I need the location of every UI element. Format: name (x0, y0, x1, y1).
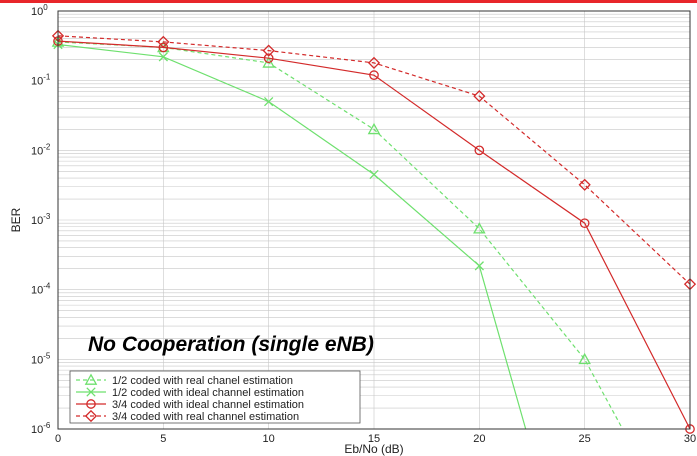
marker-x (86, 387, 96, 397)
marker-circle (158, 42, 169, 53)
legend: 1/2 coded with real chanel estimation1/2… (69, 370, 361, 424)
series-line (57, 43, 527, 430)
y-tick-label: 10-2 (31, 142, 51, 157)
y-tick-label: 10-1 (31, 73, 51, 88)
x-axis-label: Eb/No (dB) (344, 442, 403, 456)
marker-x (369, 169, 379, 180)
x-tick-label: 20 (473, 433, 485, 445)
x-tick-label: 5 (160, 433, 166, 445)
y-tick-label: 10-3 (31, 212, 51, 227)
y-tick-exponent: -2 (43, 142, 51, 151)
x-tick-label: 25 (579, 433, 591, 445)
marker-triangle (367, 122, 381, 135)
marker-triangle (578, 352, 591, 365)
marker-triangle (84, 373, 98, 385)
chart-annotation: No Cooperation (single eNB) (88, 333, 374, 356)
marker-circle (474, 145, 485, 156)
x-tick-label: 30 (684, 433, 696, 445)
legend-box (69, 370, 361, 424)
marker-triangle (473, 222, 486, 234)
plot-frame (57, 10, 691, 430)
x-tick-label: 0 (55, 433, 61, 445)
y-tick-base: 10 (31, 145, 43, 157)
y-tick-base: 10 (31, 285, 43, 297)
marker-diamond (473, 90, 486, 103)
marker-circle (579, 218, 590, 229)
y-tick-label: 100 (31, 3, 48, 18)
y-tick-base: 10 (31, 76, 43, 88)
marker-diamond (578, 178, 591, 191)
marker-circle (263, 53, 274, 64)
legend-item: 1/2 coded with real chanel estimation (76, 373, 293, 387)
top-accent-bar (0, 0, 697, 3)
legend-label: 3/4 coded with ideal channel estimation (112, 399, 304, 411)
y-tick-exponent: -5 (43, 351, 51, 360)
y-tick-base: 10 (31, 424, 43, 436)
marker-x (474, 261, 484, 271)
y-tick-exponent: -3 (43, 212, 51, 221)
marker-diamond (262, 44, 275, 57)
x-tick-label: 15 (368, 433, 380, 445)
series-2 (53, 39, 527, 430)
legend-item: 3/4 coded with real channel estimation (76, 409, 299, 423)
legend-label: 3/4 coded with real channel estimation (112, 411, 299, 423)
marker-triangle (262, 56, 275, 68)
y-tick-exponent: -6 (43, 421, 51, 430)
series-line (57, 35, 691, 285)
marker-circle (369, 70, 379, 81)
y-tick-exponent: -4 (43, 282, 51, 291)
legend-item: 3/4 coded with ideal channel estimation (76, 399, 304, 411)
y-axis-label: BER (9, 207, 23, 232)
y-tick-label: 10-4 (31, 282, 51, 297)
y-tick-base: 10 (31, 215, 43, 227)
y-tick-label: 10-6 (31, 421, 51, 436)
series-layer (51, 29, 697, 434)
marker-diamond (157, 35, 170, 49)
y-tick-label: 10-5 (31, 351, 51, 366)
x-tick-label: 10 (263, 433, 275, 445)
legend-label: 1/2 coded with ideal channel estimation (112, 387, 304, 399)
marker-diamond (367, 56, 381, 70)
y-tick-exponent: -1 (43, 73, 51, 82)
marker-diamond (84, 409, 98, 423)
legend-label: 1/2 coded with real chanel estimation (112, 375, 293, 387)
y-tick-base: 10 (31, 6, 43, 18)
marker-x (264, 96, 274, 107)
marker-circle (86, 399, 96, 409)
legend-item: 1/2 coded with ideal channel estimation (76, 387, 304, 399)
y-tick-base: 10 (31, 354, 43, 366)
y-tick-exponent: 0 (43, 3, 48, 12)
marker-x (158, 52, 168, 62)
grid (57, 11, 691, 430)
